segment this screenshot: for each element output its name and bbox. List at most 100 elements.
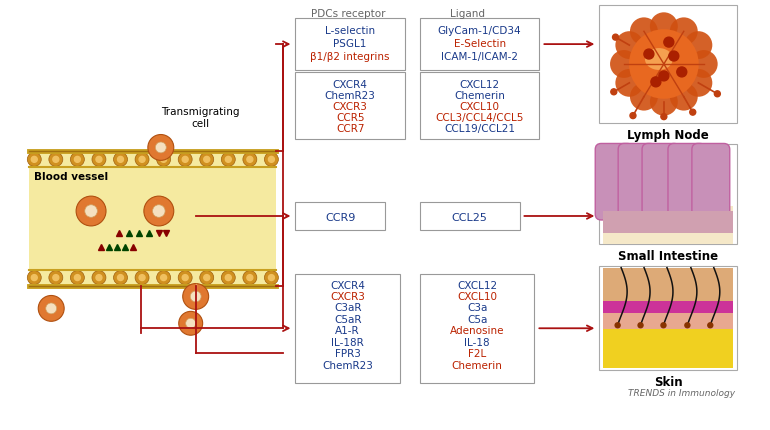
Text: Transmigrating
cell: Transmigrating cell bbox=[162, 107, 240, 128]
Circle shape bbox=[96, 157, 102, 163]
Circle shape bbox=[269, 157, 274, 163]
Bar bbox=[296, 19, 405, 71]
Circle shape bbox=[113, 153, 128, 167]
Circle shape bbox=[630, 83, 658, 111]
Bar bbox=[603, 268, 733, 302]
Circle shape bbox=[32, 157, 37, 163]
Circle shape bbox=[182, 275, 188, 281]
Circle shape bbox=[243, 153, 257, 167]
Circle shape bbox=[226, 275, 231, 281]
Circle shape bbox=[75, 275, 80, 281]
Text: CXCL12: CXCL12 bbox=[457, 280, 497, 290]
Text: CXCL12: CXCL12 bbox=[460, 80, 500, 90]
Text: PDCs receptor: PDCs receptor bbox=[311, 9, 385, 19]
Circle shape bbox=[85, 205, 97, 218]
Circle shape bbox=[53, 275, 59, 281]
Circle shape bbox=[161, 275, 166, 281]
Circle shape bbox=[715, 92, 721, 98]
Text: FPR3: FPR3 bbox=[335, 348, 360, 358]
Circle shape bbox=[49, 271, 63, 285]
Text: C3aR: C3aR bbox=[334, 303, 361, 313]
Circle shape bbox=[221, 271, 236, 285]
Circle shape bbox=[135, 153, 149, 167]
Circle shape bbox=[610, 51, 638, 79]
Circle shape bbox=[661, 323, 666, 328]
Text: Chemerin: Chemerin bbox=[454, 91, 505, 101]
Circle shape bbox=[190, 292, 201, 302]
Circle shape bbox=[615, 323, 620, 328]
Text: CXCR3: CXCR3 bbox=[333, 101, 367, 111]
Circle shape bbox=[664, 38, 674, 48]
Circle shape bbox=[690, 110, 696, 116]
Text: CXCL10: CXCL10 bbox=[460, 101, 500, 111]
Text: ChemR23: ChemR23 bbox=[325, 91, 376, 101]
Circle shape bbox=[638, 323, 643, 328]
Circle shape bbox=[615, 32, 643, 60]
Circle shape bbox=[247, 275, 253, 281]
Circle shape bbox=[264, 153, 279, 167]
Circle shape bbox=[148, 135, 174, 161]
Circle shape bbox=[650, 89, 678, 117]
Text: CCR5: CCR5 bbox=[336, 112, 364, 123]
Circle shape bbox=[76, 197, 106, 227]
Circle shape bbox=[144, 197, 174, 227]
Text: Skin: Skin bbox=[654, 375, 682, 388]
Text: F2L: F2L bbox=[468, 348, 487, 358]
Circle shape bbox=[178, 153, 192, 167]
Circle shape bbox=[685, 32, 712, 60]
Text: CXCR3: CXCR3 bbox=[330, 292, 365, 301]
Text: E-Selectin: E-Selectin bbox=[454, 39, 506, 49]
Circle shape bbox=[135, 271, 149, 285]
Text: Blood vessel: Blood vessel bbox=[35, 172, 109, 182]
Text: β1/β2 integrins: β1/β2 integrins bbox=[310, 52, 390, 62]
Text: A1-R: A1-R bbox=[335, 326, 360, 335]
Bar bbox=[296, 274, 400, 383]
Circle shape bbox=[708, 323, 713, 328]
Bar bbox=[420, 73, 540, 140]
Circle shape bbox=[651, 78, 661, 88]
Circle shape bbox=[199, 271, 214, 285]
Text: C5aR: C5aR bbox=[334, 314, 361, 324]
Bar bbox=[420, 274, 534, 383]
Text: Small Intestine: Small Intestine bbox=[618, 249, 718, 262]
Ellipse shape bbox=[645, 49, 673, 71]
Circle shape bbox=[118, 157, 123, 163]
Circle shape bbox=[613, 35, 618, 41]
Circle shape bbox=[650, 13, 678, 41]
FancyBboxPatch shape bbox=[595, 144, 633, 221]
Circle shape bbox=[611, 89, 617, 95]
Bar bbox=[599, 266, 737, 370]
Circle shape bbox=[118, 275, 123, 281]
Text: Adenosine: Adenosine bbox=[450, 326, 504, 335]
Text: IL-18R: IL-18R bbox=[331, 337, 364, 347]
Circle shape bbox=[199, 153, 214, 167]
Circle shape bbox=[156, 271, 171, 285]
Text: CXCR4: CXCR4 bbox=[330, 280, 365, 290]
Text: CCL19/CCL21: CCL19/CCL21 bbox=[444, 123, 515, 133]
Circle shape bbox=[685, 323, 690, 328]
Text: C5a: C5a bbox=[467, 314, 487, 324]
Bar bbox=[603, 212, 733, 233]
Bar bbox=[603, 206, 733, 244]
Text: CCR7: CCR7 bbox=[336, 123, 364, 133]
Bar bbox=[603, 310, 733, 329]
Bar bbox=[296, 203, 385, 230]
Circle shape bbox=[630, 114, 636, 119]
Bar bbox=[599, 145, 737, 244]
Text: C3a: C3a bbox=[467, 303, 487, 313]
Text: CCL3/CCL4/CCL5: CCL3/CCL4/CCL5 bbox=[436, 112, 524, 123]
Circle shape bbox=[690, 51, 718, 79]
Circle shape bbox=[156, 143, 166, 154]
FancyBboxPatch shape bbox=[668, 144, 706, 221]
Circle shape bbox=[92, 153, 106, 167]
Circle shape bbox=[27, 153, 42, 167]
Circle shape bbox=[45, 303, 57, 314]
Circle shape bbox=[685, 70, 712, 98]
Circle shape bbox=[70, 153, 85, 167]
Text: GlyCam-1/CD34: GlyCam-1/CD34 bbox=[438, 26, 521, 36]
Bar bbox=[599, 6, 737, 123]
Text: Chemerin: Chemerin bbox=[452, 360, 503, 370]
Circle shape bbox=[670, 18, 698, 46]
Text: CXCR4: CXCR4 bbox=[333, 80, 367, 90]
FancyBboxPatch shape bbox=[618, 144, 656, 221]
